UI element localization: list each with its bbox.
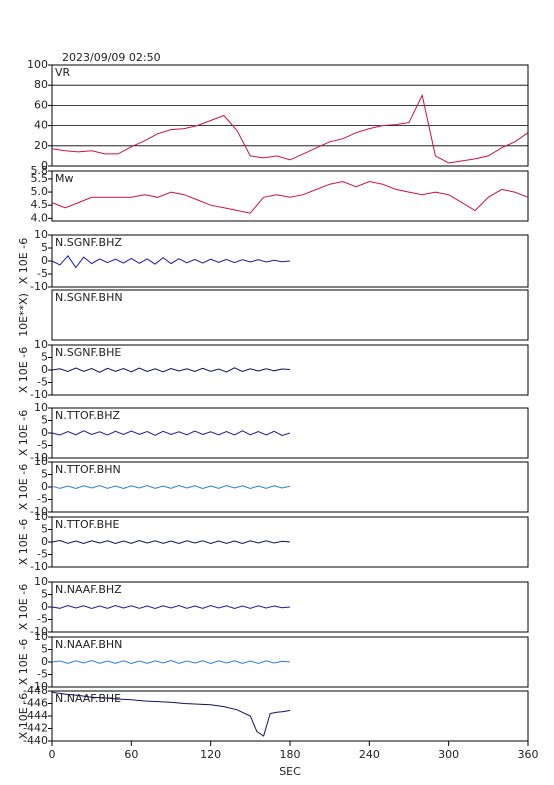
panel-label: VR [55, 66, 71, 79]
x-axis-label: SEC [279, 765, 301, 778]
line [51, 93, 529, 164]
y-tick-label: 100 [27, 58, 48, 71]
y-tick-label: 0 [41, 159, 48, 172]
x-tick-label: 120 [200, 748, 221, 761]
y-tick-label: 0 [41, 254, 48, 267]
line [51, 430, 291, 437]
panel-frame [51, 344, 529, 396]
y-tick-label: -5 [37, 548, 48, 561]
line [51, 484, 291, 490]
y-tick-label: 5 [41, 414, 48, 427]
panel-label: N.TTOF.BHZ [55, 409, 121, 422]
y-axis-label: X 10E -6 [17, 519, 30, 565]
y-tick-label: 0 [41, 535, 48, 548]
panel-frame [51, 170, 529, 222]
y-tick-label: 80 [34, 78, 48, 91]
y-tick-label: 0 [41, 480, 48, 493]
x-tick-label: 240 [359, 748, 380, 761]
panel-label: N.SGNF.BHE [55, 346, 121, 359]
y-tick-label: 10 [34, 575, 48, 588]
panel-label: N.NAAF.BHN [55, 638, 122, 651]
y-tick-label: 0 [41, 655, 48, 668]
y-tick-label: 10 [34, 630, 48, 643]
y-tick-label: 4.5 [31, 198, 49, 211]
line [51, 604, 291, 610]
y-tick-label: -5 [37, 439, 48, 452]
x-tick-label: 300 [438, 748, 459, 761]
y-tick-label: 60 [34, 98, 48, 111]
y-tick-label: -442 [23, 722, 48, 735]
y-axis-label: 10E**X) [17, 293, 30, 337]
y-tick-label: -10 [30, 505, 48, 518]
y-tick-label: 10 [34, 401, 48, 414]
y-tick-label: -5 [37, 493, 48, 506]
panel-label: N.TTOF.BHN [55, 463, 121, 476]
y-tick-label: 5 [41, 468, 48, 481]
y-tick-label: -10 [30, 680, 48, 693]
y-tick-label: -10 [30, 625, 48, 638]
y-tick-label: 5 [41, 523, 48, 536]
chart-title: 2023/09/09 02:50 [62, 51, 161, 64]
line [51, 659, 291, 665]
y-tick-label: 10 [34, 338, 48, 351]
y-tick-label: -440 [23, 734, 48, 747]
y-axis-label: X 10E -6 [17, 639, 30, 685]
line [51, 180, 529, 214]
y-tick-label: 5.8 [31, 164, 49, 177]
y-tick-label: 10 [34, 510, 48, 523]
y-tick-label: -448 [23, 684, 48, 697]
y-tick-label: 5.0 [31, 185, 49, 198]
y-tick-label: 0 [41, 363, 48, 376]
panel-label: N.SGNF.BHN [55, 291, 123, 304]
y-tick-label: 4.0 [31, 211, 49, 224]
line [51, 254, 291, 269]
y-tick-label: 10 [34, 228, 48, 241]
y-tick-label: -10 [30, 560, 48, 573]
panel-label: N.TTOF.BHE [55, 518, 120, 531]
y-tick-label: 5 [41, 241, 48, 254]
y-tick-label: -10 [30, 451, 48, 464]
y-tick-label: -5 [37, 613, 48, 626]
y-tick-label: 5.5 [31, 172, 49, 185]
y-tick-label: 20 [34, 139, 48, 152]
panel-frame [51, 690, 529, 742]
panel-label: Mw [55, 172, 74, 185]
y-tick-label: -444 [23, 709, 48, 722]
y-tick-label: -10 [30, 280, 48, 293]
y-tick-label: 0 [41, 600, 48, 613]
y-axis-label: X 10E -6 [17, 238, 30, 284]
x-tick-label: 180 [280, 748, 301, 761]
y-axis-label: X 10E -6 [17, 584, 30, 630]
y-tick-label: -5 [37, 267, 48, 280]
y-axis-label: X 10E -6 [17, 464, 30, 510]
panel-label: N.SGNF.BHZ [55, 236, 122, 249]
line [51, 539, 291, 545]
y-axis-label: X 10E -6 [17, 347, 30, 393]
y-tick-label: -5 [37, 668, 48, 681]
panel-label: N.NAAF.BHE [55, 692, 121, 705]
panel-frame [51, 289, 529, 341]
y-tick-label: -446 [23, 697, 48, 710]
panel-label: N.NAAF.BHZ [55, 583, 122, 596]
x-tick-label: 360 [518, 748, 539, 761]
y-axis-label: X 10E -6 [17, 410, 30, 456]
y-tick-label: 10 [34, 455, 48, 468]
y-tick-label: -10 [30, 388, 48, 401]
y-tick-label: 5 [41, 643, 48, 656]
line [51, 367, 291, 373]
panel-frame [51, 461, 529, 513]
line [51, 691, 291, 737]
x-tick-label: 0 [49, 748, 56, 761]
y-tick-label: 5 [41, 588, 48, 601]
y-tick-label: 5 [41, 351, 48, 364]
y-axis-label: X 10E -6 [17, 693, 30, 739]
y-tick-label: -5 [37, 376, 48, 389]
x-tick-label: 60 [124, 748, 138, 761]
y-tick-label: 40 [34, 119, 48, 132]
y-tick-label: 0 [41, 426, 48, 439]
